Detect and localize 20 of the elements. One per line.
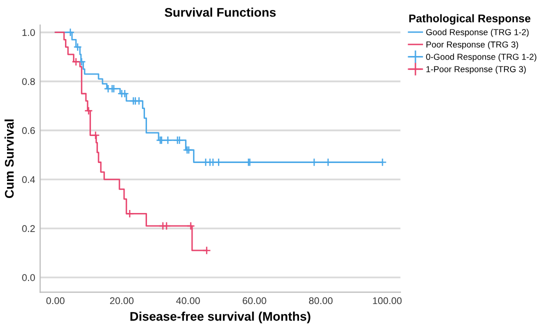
x-tick-label: 100.00 [373,297,402,304]
legend-label: Poor Response (TRG 3) [426,41,518,50]
x-tick-label: 40.00 [176,297,200,304]
legend-label: Good Response (TRG 1-2) [426,28,529,37]
legend-label: 0-Good Response (TRG 1-2) [426,54,536,62]
y-axis-title: Cum Survival [4,120,14,198]
x-tick-label: 80.00 [309,297,333,304]
x-tick-label: 20.00 [110,297,134,304]
legend-label: 1-Poor Response (TRG 3) [426,66,526,74]
chart-title: Survival Functions [164,8,276,17]
y-tick-label: 0.2 [22,225,35,232]
y-tick-label: 0.6 [22,127,35,134]
y-tick-label: 0.0 [22,274,35,282]
x-axis-title: Disease-free survival (Months) [130,312,310,324]
y-tick-label: 1.0 [22,29,35,36]
x-tick-label: 60.00 [242,297,266,304]
y-tick-label: 0.8 [22,78,35,85]
legend-title: Pathological Response [409,14,530,25]
x-tick-label: 0.00 [46,297,64,304]
y-tick-label: 0.4 [22,176,36,184]
